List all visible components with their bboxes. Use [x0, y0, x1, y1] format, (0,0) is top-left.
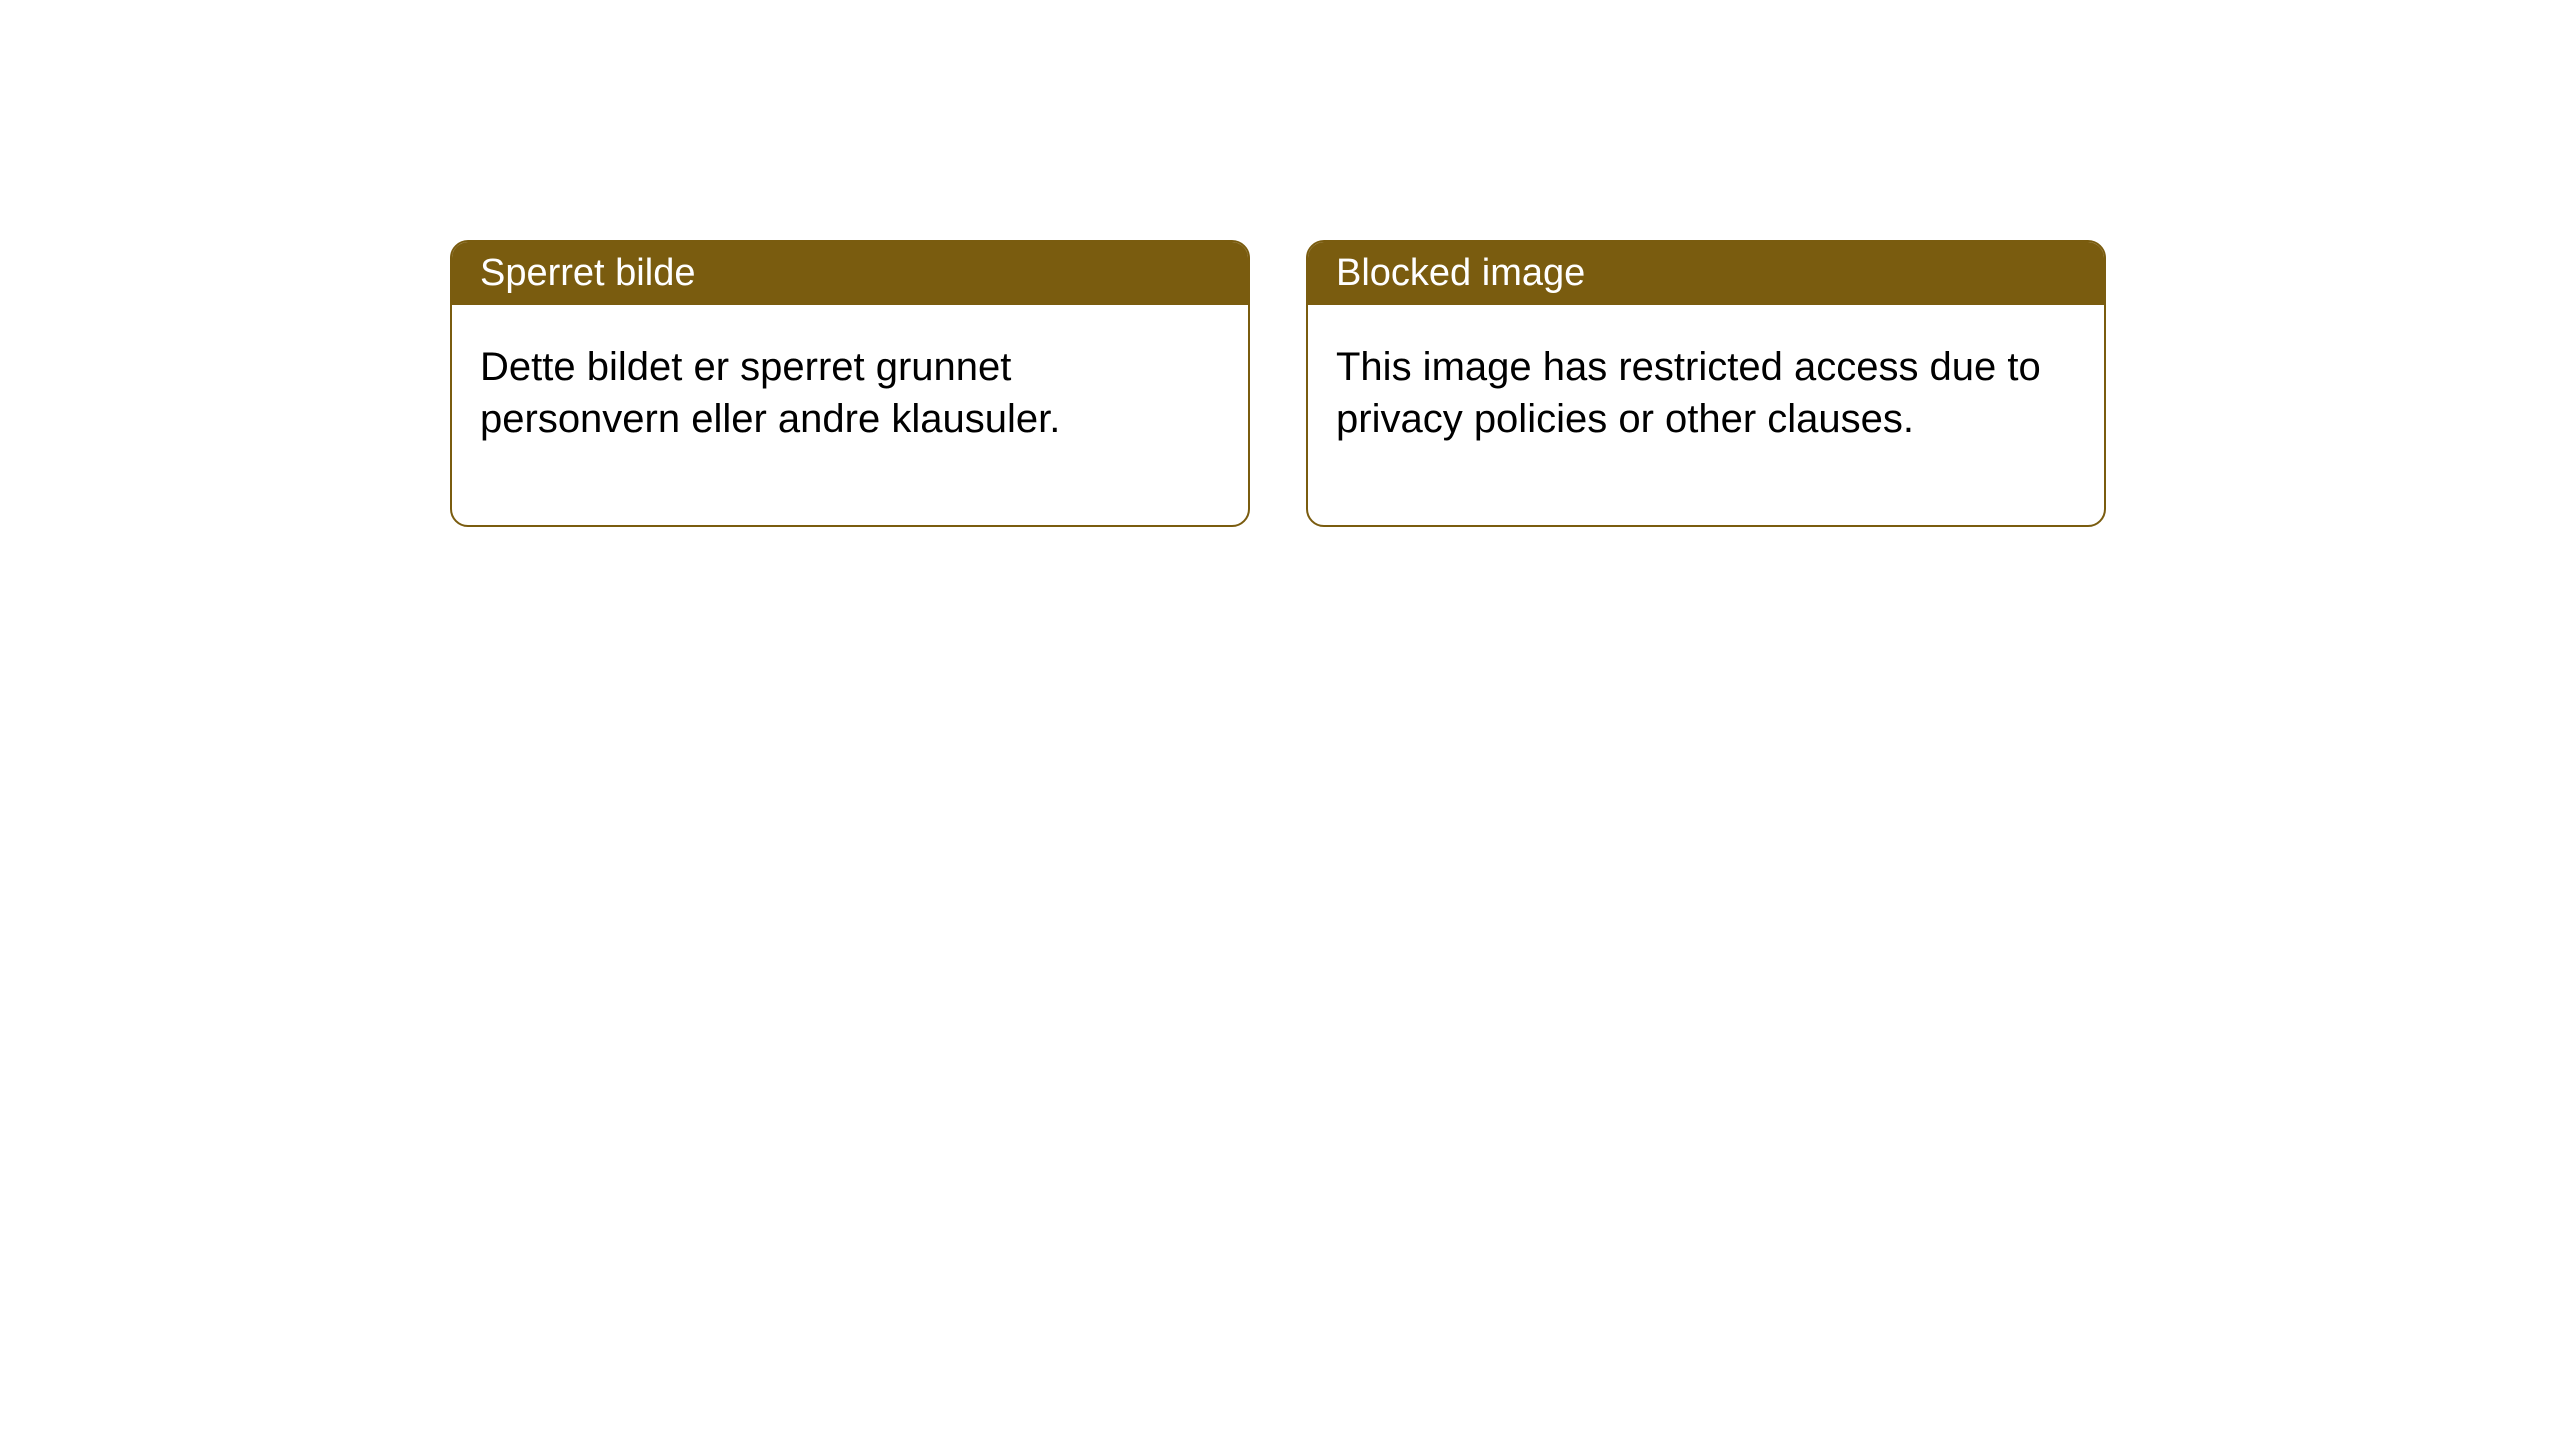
card-body-text: Dette bildet er sperret grunnet personve… [480, 345, 1060, 441]
card-title: Sperret bilde [480, 252, 695, 294]
notice-cards-container: Sperret bilde Dette bildet er sperret gr… [450, 240, 2560, 527]
card-header: Blocked image [1308, 242, 2104, 305]
card-body: Dette bildet er sperret grunnet personve… [452, 305, 1248, 525]
card-body: This image has restricted access due to … [1308, 305, 2104, 525]
notice-card-norwegian: Sperret bilde Dette bildet er sperret gr… [450, 240, 1250, 527]
card-body-text: This image has restricted access due to … [1336, 345, 2041, 441]
card-title: Blocked image [1336, 252, 1585, 294]
notice-card-english: Blocked image This image has restricted … [1306, 240, 2106, 527]
card-header: Sperret bilde [452, 242, 1248, 305]
